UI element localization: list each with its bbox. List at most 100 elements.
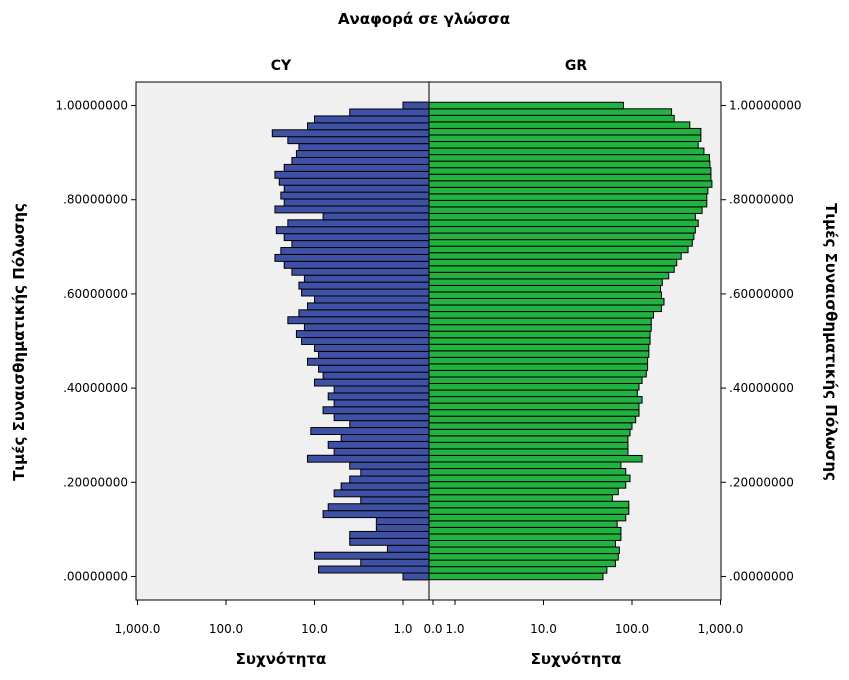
bar-gr-14 [428,481,627,489]
bar-cy-57 [278,177,430,186]
bar-gr-16 [428,468,627,476]
bar-gr-47 [428,265,675,273]
panel-label-cy: CY [271,58,292,74]
bar-gr-44 [428,284,662,293]
bar-gr-68 [428,127,702,136]
bar-gr-52 [428,232,695,241]
bar-gr-60 [428,180,713,188]
bar-gr-12 [428,494,613,502]
bar-gr-70 [428,114,675,123]
bar-cy-46 [274,253,430,262]
y-tick-label-left-5: 1.00000000 [55,99,128,113]
bar-cy-32 [318,350,430,359]
bar-cy-33 [314,343,430,352]
bar-gr-31 [428,369,647,378]
bar-gr-55 [428,212,696,221]
y-tick-label-right-5: 1.00000000 [729,99,802,113]
bar-cy-24 [322,406,430,415]
bar-gr-41 [428,304,662,313]
bar-cy-40 [314,295,430,304]
bar-gr-35 [428,343,650,352]
y-tick-label-left-2: .40000000 [63,381,128,395]
bar-gr-48 [428,258,678,267]
bar-cy-30 [318,364,430,373]
bar-cy-39 [306,302,430,311]
bar-gr-13 [428,487,619,496]
bar-gr-15 [428,474,631,483]
bar-cy-20 [340,433,430,442]
bar-gr-4 [428,546,620,555]
bar-gr-64 [428,154,710,162]
bar-gr-38 [428,324,652,332]
bar-cy-6 [349,530,430,539]
bar-cy-52 [322,212,430,221]
bar-gr-18 [428,454,643,463]
y-tick-label-right-1: .20000000 [729,475,794,489]
bar-cy-3 [314,551,430,560]
bar-cy-43 [303,274,430,283]
y-tick-label-right-0: .00000000 [729,569,794,583]
bar-gr-56 [428,206,703,214]
bar-gr-54 [428,219,699,228]
bar-cy-68 [402,101,430,110]
bar-cy-15 [360,468,430,477]
bar-cy-47 [280,247,430,255]
bar-gr-7 [428,526,622,535]
bar-cy-63 [287,136,430,145]
bar-gr-61 [428,173,712,182]
bar-cy-0 [402,572,430,581]
y-tick-label-right-2: .40000000 [729,381,794,395]
bar-gr-24 [428,415,637,424]
bar-gr-9 [428,513,627,522]
bar-gr-62 [428,167,712,175]
bar-cy-50 [275,226,430,235]
bar-cy-48 [291,240,430,249]
x-tick-label-left-0: 1,000.0 [115,622,161,636]
bar-gr-28 [428,389,638,398]
bar-cy-1 [318,565,430,574]
x-tick-label-right-3: 100.0 [615,622,649,636]
bar-cy-29 [322,371,430,380]
bar-gr-49 [428,252,682,260]
bar-gr-23 [428,422,633,430]
y-tick-label-left-3: .60000000 [63,287,128,301]
bar-gr-10 [428,507,630,515]
bar-gr-71 [428,108,673,116]
bar-cy-36 [303,323,430,332]
x-tick-label-left-2: 10.0 [301,622,328,636]
bar-gr-0 [428,572,604,581]
y-tick-label-left-4: .80000000 [63,193,128,207]
bar-cy-35 [295,330,430,339]
bar-cy-51 [287,219,430,228]
bar-gr-33 [428,356,649,365]
bar-gr-51 [428,239,693,247]
bar-cy-60 [291,156,430,165]
x-tick-label-right-0: 0.0 [423,622,442,636]
bar-gr-66 [428,141,699,149]
bar-gr-69 [428,121,691,129]
bar-cy-67 [349,108,430,117]
bar-cy-54 [283,198,430,207]
bar-gr-40 [428,311,655,319]
bar-gr-26 [428,402,640,411]
x-tick-label-left-1: 100.0 [209,622,243,636]
bar-cy-49 [283,233,430,242]
bar-gr-30 [428,376,643,385]
bar-cy-19 [327,440,430,449]
y-axis-title-right: Τιμές Συναισθηματικής Πόλωσης [822,203,840,481]
bar-cy-55 [280,191,430,200]
bar-gr-63 [428,160,711,169]
bar-gr-39 [428,317,652,326]
bar-gr-2 [428,559,616,568]
bar-cy-21 [310,427,430,435]
bar-gr-19 [428,448,629,456]
bar-cy-34 [301,337,430,345]
y-tick-label-left-0: .00000000 [63,569,128,583]
bar-gr-37 [428,330,651,339]
bar-gr-53 [428,226,696,234]
x-axis-title-right: Συχνότητα [531,650,622,668]
bar-cy-13 [340,482,430,491]
bar-cy-17 [306,454,430,463]
bar-cy-38 [298,309,430,318]
